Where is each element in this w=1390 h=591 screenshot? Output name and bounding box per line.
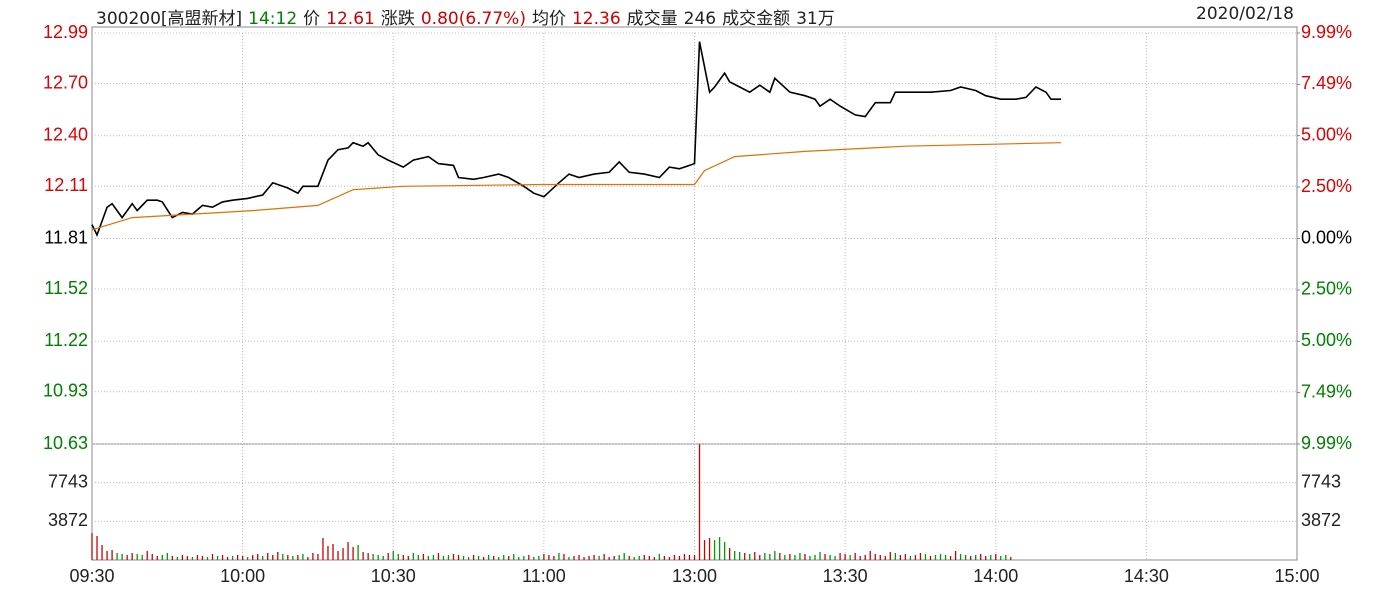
y-tick-label: 12.99 (43, 22, 88, 42)
value: 246 (683, 9, 717, 29)
y2-tick-label: 9.99% (1301, 22, 1352, 42)
y-tick-label: 11.52 (44, 278, 88, 298)
header: 300200[高盟新材] 14:12 价 12.61 涨跌 0.80(6.77%) 均价 12… (96, 4, 841, 29)
price-line (91, 41, 1061, 238)
x-tick-label: 10:00 (220, 566, 265, 586)
value: 31万 (796, 9, 835, 29)
value: 12.36 (571, 9, 621, 29)
y2-tick-label: 7.49% (1301, 381, 1352, 401)
x-tick-label: 09:30 (69, 566, 114, 586)
y2-tick-label: 7.49% (1301, 73, 1352, 93)
y-tick-label: 3872 (48, 510, 88, 530)
value: 0.80(6.77%) (420, 9, 526, 29)
y2-tick-label: 2.50% (1301, 279, 1352, 299)
price-line (91, 142, 1062, 231)
value: 12.61 (326, 9, 375, 29)
y2-tick-label: 9.99% (1301, 433, 1352, 453)
y-tick-label: 12.11 (44, 175, 88, 195)
y2-tick-label: 2.50% (1301, 176, 1352, 196)
label: 均价 (531, 9, 566, 29)
label: 价 (303, 9, 321, 29)
y-tick-label: 7743 (48, 471, 88, 491)
y-tick-label: 11.81 (44, 227, 88, 247)
x-tick-label: 15:00 (1274, 566, 1319, 586)
x-tick-label: 14:30 (1124, 566, 1169, 586)
x-tick-label: 10:30 (371, 566, 416, 586)
y-tick-label: 10.93 (43, 381, 88, 401)
y2-tick-label: 7743 (1301, 471, 1341, 491)
time: 14:12 (248, 9, 298, 29)
x-tick-label: 13:30 (823, 566, 868, 586)
x-tick-label: 11:00 (522, 566, 566, 586)
y2-tick-label: 0.00% (1301, 227, 1352, 247)
label: 成交金额 (722, 9, 791, 29)
y-tick-label: 12.40 (43, 125, 88, 145)
y-tick-label: 10.63 (43, 433, 88, 453)
date: 2020/02/18 (1196, 4, 1294, 24)
y-tick-label: 12.70 (43, 72, 88, 92)
x-tick-label: 14:00 (973, 566, 1018, 586)
label: 成交量 (626, 9, 678, 29)
label: 涨跌 (380, 9, 415, 29)
y-tick-label: 11.22 (44, 330, 88, 350)
y2-tick-label: 5.00% (1301, 124, 1352, 144)
code: 300200[高盟新材] (96, 9, 243, 29)
y2-tick-label: 3872 (1301, 510, 1341, 530)
y2-tick-label: 5.00% (1301, 330, 1352, 350)
x-tick-label: 13:00 (672, 566, 717, 586)
